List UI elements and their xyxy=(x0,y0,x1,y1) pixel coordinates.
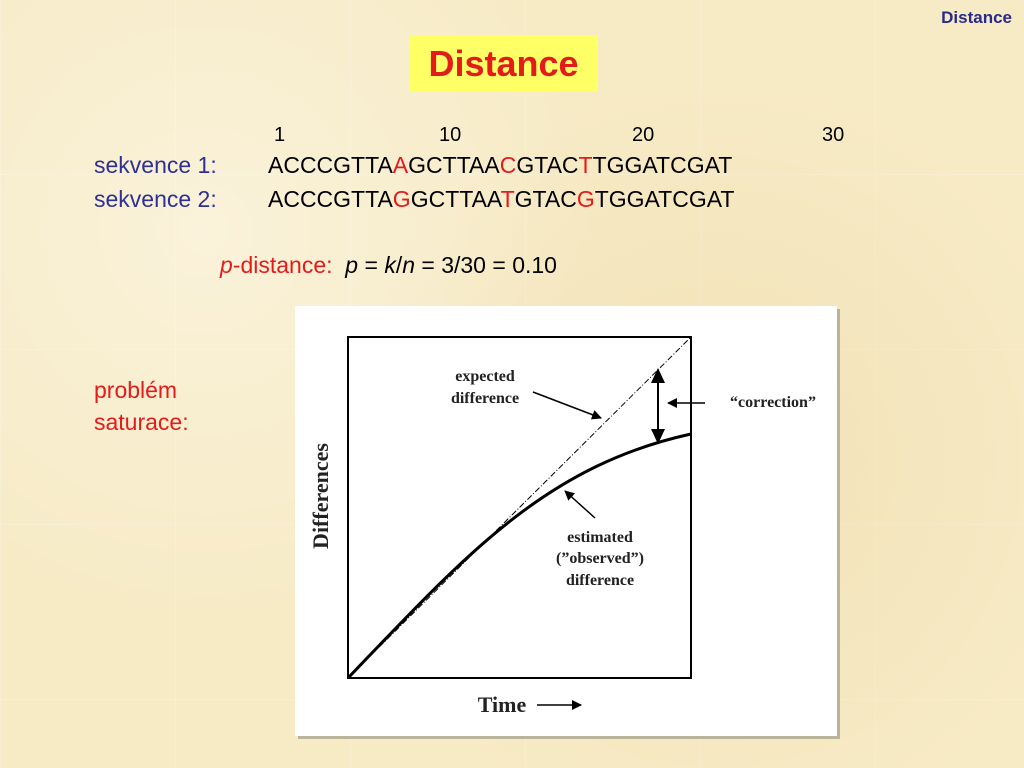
seq2-mismatch: G xyxy=(576,186,595,212)
formula-slash: / xyxy=(395,252,403,278)
expected-label-1: expected xyxy=(455,368,515,385)
seq2-part: ACCCGTTA xyxy=(268,186,393,212)
estimated-pointer xyxy=(564,490,596,519)
plot-frame xyxy=(347,336,692,679)
correction-arrow-bottom xyxy=(651,429,665,444)
seq2-mismatch: G xyxy=(392,186,411,212)
page-title: Distance xyxy=(428,42,579,84)
saturation-figure: expected difference “correction” estimat… xyxy=(295,306,837,736)
correction-label: “correction” xyxy=(730,394,816,411)
seq1-part: TGGATCGAT xyxy=(592,152,733,178)
problem-line-1: problém xyxy=(94,377,178,403)
formula-n: n xyxy=(402,252,415,278)
p-symbol: p xyxy=(220,252,233,278)
seq1-mismatch: A xyxy=(392,152,409,178)
expected-pointer xyxy=(532,391,602,420)
expected-label-2: difference xyxy=(451,390,519,407)
sequence-1-label: sekvence 1: xyxy=(94,152,217,178)
x-axis-label: Time xyxy=(478,692,527,717)
sequence-2-label: sekvence 2: xyxy=(94,186,217,212)
saturation-problem: problém saturace: xyxy=(94,374,189,438)
position-10: 10 xyxy=(439,124,462,146)
seq2-part: GTAC xyxy=(514,186,577,212)
correction-arrow-top xyxy=(651,368,665,383)
seq1-mismatch: T xyxy=(578,152,593,178)
header-label: Distance xyxy=(941,8,1012,27)
position-30: 30 xyxy=(822,124,845,146)
formula-p: p xyxy=(345,252,359,278)
formula-k: k xyxy=(384,252,396,278)
sequence-1: ACCCGTTAAGCTTAACGTACTTGGATCGAT xyxy=(268,152,732,179)
saturation-diagram: expected difference “correction” estimat… xyxy=(308,336,816,717)
estimated-label-2: (”observed”) xyxy=(556,550,644,567)
title-box: Distance xyxy=(409,35,598,92)
position-20: 20 xyxy=(632,124,655,146)
seq2-part: TGGATCGAT xyxy=(594,186,735,212)
seq2-part: GCTTAA xyxy=(410,186,501,212)
seq1-part: GCTTAA xyxy=(408,152,500,178)
seq1-part: ACCCGTTA xyxy=(268,152,393,178)
observed-difference-curve xyxy=(346,432,692,680)
expected-difference-line xyxy=(347,336,692,679)
seq1-part: GTAC xyxy=(516,152,579,178)
seq2-mismatch: T xyxy=(500,186,515,212)
formula-eq: = xyxy=(358,252,385,278)
problem-line-2: saturace: xyxy=(94,409,189,435)
y-axis-label: Differences xyxy=(308,443,333,549)
position-1: 1 xyxy=(274,124,286,146)
sequence-2: ACCCGTTAGGCTTAATGTACGTGGATCGAT xyxy=(268,186,734,213)
seq1-mismatch: C xyxy=(499,152,517,178)
estimated-label-3: difference xyxy=(566,572,634,589)
estimated-label-1: estimated xyxy=(567,529,633,546)
p-distance-formula: p-distance: p = k/n = 3/30 = 0.10 xyxy=(220,252,557,279)
p-distance-label: -distance: xyxy=(232,252,333,278)
formula-result: = 3/30 = 0.10 xyxy=(415,252,557,278)
